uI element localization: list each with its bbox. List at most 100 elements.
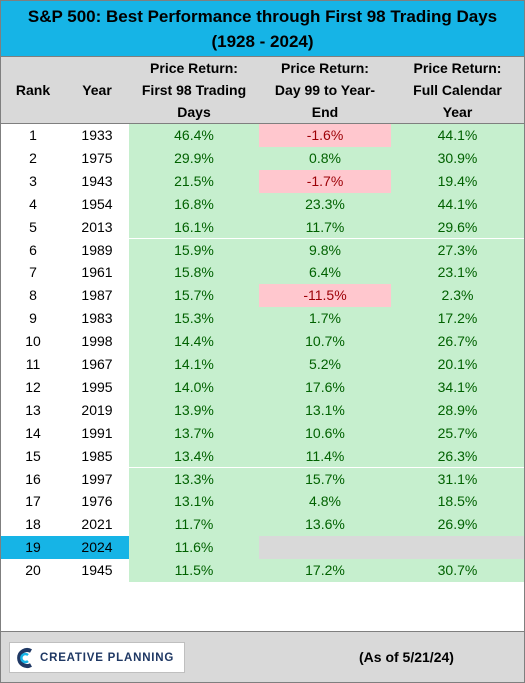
first-98-days-cell: 15.8%: [129, 261, 259, 285]
table-row: 4 1954 16.8% 23.3% 44.1%: [1, 192, 524, 216]
full-year-cell: 26.7%: [391, 330, 524, 353]
as-of-date: (As of 5/21/24): [359, 649, 454, 665]
table-title: S&P 500: Best Performance through First …: [1, 1, 524, 57]
first-98-days-cell: 13.7%: [129, 421, 259, 445]
first-98-days-cell: 14.4%: [129, 330, 259, 353]
year-cell: 2013: [65, 215, 129, 239]
day99-to-year-end-cell: 13.6%: [259, 513, 391, 537]
rank-cell: 14: [1, 421, 65, 445]
year-cell: 1995: [65, 375, 129, 399]
table-row: 6 1989 15.9% 9.8% 27.3%: [1, 238, 524, 262]
rank-cell: 10: [1, 330, 65, 353]
full-year-cell: 23.1%: [391, 261, 524, 285]
day99-to-year-end-cell: 15.7%: [259, 467, 391, 491]
header-full-calendar-year: Price Return: Full Calendar Year: [413, 60, 502, 120]
table-row: 15 1985 13.4% 11.4% 26.3%: [1, 444, 524, 468]
day99-to-year-end-cell: 9.8%: [259, 238, 391, 262]
table-row: 7 1961 15.8% 6.4% 23.1%: [1, 261, 524, 285]
day99-to-year-end-cell: -1.6%: [259, 124, 391, 147]
full-year-cell: 2.3%: [391, 284, 524, 308]
year-cell: 1998: [65, 330, 129, 353]
first-98-days-cell: 13.9%: [129, 398, 259, 422]
header-rank: Rank: [15, 82, 51, 98]
day99-to-year-end-cell: 11.7%: [259, 215, 391, 239]
full-year-cell: 18.5%: [391, 490, 524, 514]
full-year-cell: 29.6%: [391, 215, 524, 239]
table-row: 10 1998 14.4% 10.7% 26.7%: [1, 330, 524, 353]
year-cell: 1945: [65, 559, 129, 582]
table-row: 17 1976 13.1% 4.8% 18.5%: [1, 490, 524, 514]
first-98-days-cell: 13.4%: [129, 444, 259, 468]
table-row: 9 1983 15.3% 1.7% 17.2%: [1, 307, 524, 331]
table-row: 19 2024 11.6%: [1, 536, 524, 560]
table-footer: CREATIVE PLANNING (As of 5/21/24): [1, 631, 524, 682]
table-row: 20 1945 11.5% 17.2% 30.7%: [1, 559, 524, 582]
rank-cell: 5: [1, 215, 65, 239]
year-cell: 1933: [65, 124, 129, 147]
table-row: 2 1975 29.9% 0.8% 30.9%: [1, 146, 524, 170]
header-year: Year: [82, 82, 112, 98]
rank-cell: 18: [1, 513, 65, 537]
first-98-days-cell: 29.9%: [129, 146, 259, 170]
first-98-days-cell: 14.1%: [129, 353, 259, 376]
year-cell: 2021: [65, 513, 129, 537]
full-year-cell: 25.7%: [391, 421, 524, 445]
year-cell: 2019: [65, 398, 129, 422]
day99-to-year-end-cell: 17.6%: [259, 375, 391, 399]
table-row: 11 1967 14.1% 5.2% 20.1%: [1, 353, 524, 376]
year-cell: 1967: [65, 353, 129, 376]
rank-cell: 7: [1, 261, 65, 285]
day99-to-year-end-cell: 13.1%: [259, 398, 391, 422]
table-row: 18 2021 11.7% 13.6% 26.9%: [1, 513, 524, 537]
first-98-days-cell: 15.9%: [129, 238, 259, 262]
full-year-cell: 30.7%: [391, 559, 524, 582]
day99-to-year-end-cell: 5.2%: [259, 353, 391, 376]
first-98-days-cell: 14.0%: [129, 375, 259, 399]
full-year-cell: 31.1%: [391, 467, 524, 491]
full-year-cell: [391, 536, 524, 560]
creative-planning-logo-icon: [17, 648, 32, 668]
year-cell: 1943: [65, 169, 129, 193]
header-day99-to-year-end: Price Return: Day 99 to Year- End: [274, 60, 376, 120]
first-98-days-cell: 46.4%: [129, 124, 259, 147]
header-first-98-days: Price Return: First 98 Trading Days: [141, 60, 247, 120]
year-cell: 1976: [65, 490, 129, 514]
full-year-cell: 44.1%: [391, 124, 524, 147]
table-row: 8 1987 15.7% -11.5% 2.3%: [1, 284, 524, 308]
day99-to-year-end-cell: 23.3%: [259, 192, 391, 216]
full-year-cell: 27.3%: [391, 238, 524, 262]
full-year-cell: 28.9%: [391, 398, 524, 422]
rank-cell: 13: [1, 398, 65, 422]
rank-cell: 19: [1, 536, 65, 560]
rank-cell: 3: [1, 169, 65, 193]
rank-cell: 8: [1, 284, 65, 308]
logo-text: CREATIVE PLANNING: [40, 652, 175, 664]
day99-to-year-end-cell: 6.4%: [259, 261, 391, 285]
full-year-cell: 26.9%: [391, 513, 524, 537]
day99-to-year-end-cell: 11.4%: [259, 444, 391, 468]
full-year-cell: 34.1%: [391, 375, 524, 399]
first-98-days-cell: 11.5%: [129, 559, 259, 582]
year-cell: 1961: [65, 261, 129, 285]
rank-cell: 11: [1, 353, 65, 376]
rank-cell: 15: [1, 444, 65, 468]
year-cell: 2024: [65, 536, 129, 560]
title-line-2: (1928 - 2024): [211, 32, 314, 51]
rank-cell: 2: [1, 146, 65, 170]
day99-to-year-end-cell: 4.8%: [259, 490, 391, 514]
table-row: 16 1997 13.3% 15.7% 31.1%: [1, 467, 524, 491]
rank-cell: 12: [1, 375, 65, 399]
first-98-days-cell: 16.1%: [129, 215, 259, 239]
year-cell: 1997: [65, 467, 129, 491]
day99-to-year-end-cell: -11.5%: [259, 284, 391, 308]
year-cell: 1975: [65, 146, 129, 170]
day99-to-year-end-cell: 0.8%: [259, 146, 391, 170]
full-year-cell: 44.1%: [391, 192, 524, 216]
year-cell: 1983: [65, 307, 129, 331]
first-98-days-cell: 11.7%: [129, 513, 259, 537]
year-cell: 1989: [65, 238, 129, 262]
day99-to-year-end-cell: 1.7%: [259, 307, 391, 331]
day99-to-year-end-cell: [259, 536, 391, 560]
day99-to-year-end-cell: 17.2%: [259, 559, 391, 582]
rank-cell: 16: [1, 467, 65, 491]
